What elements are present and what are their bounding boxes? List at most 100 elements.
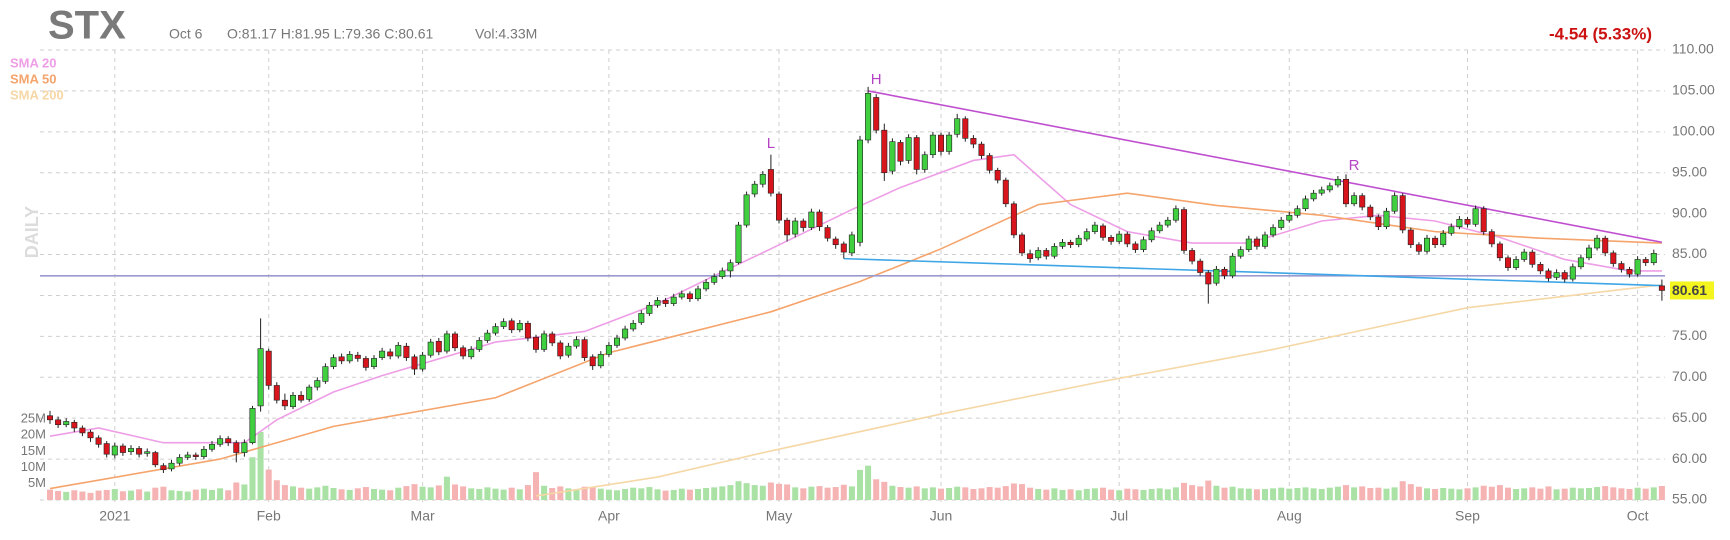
candle-body <box>200 448 207 457</box>
candle-body <box>265 350 272 386</box>
volume-bar <box>427 487 434 500</box>
candle-body <box>1586 247 1593 259</box>
legend-entry: SMA 50 <box>10 71 56 86</box>
volume-bar <box>371 488 377 500</box>
volume-bar <box>1181 482 1187 500</box>
volume-bar <box>776 483 782 500</box>
volume-bar <box>1545 486 1552 500</box>
volume-bar <box>1059 489 1066 500</box>
candle-body <box>289 394 296 408</box>
volume-bar <box>1399 481 1406 500</box>
volume-bar <box>1010 483 1017 500</box>
candle-body <box>217 438 224 445</box>
candle-body <box>962 118 969 139</box>
candle-body <box>1513 259 1520 268</box>
volume-bar <box>1172 487 1179 500</box>
volume-bar <box>1521 488 1528 500</box>
candle-body <box>840 243 847 253</box>
y-tick-label: 75.00 <box>1672 327 1707 343</box>
volume-bar <box>695 488 701 500</box>
volume-bar <box>1569 487 1576 500</box>
candle-body <box>233 442 240 453</box>
candle-body <box>1432 237 1439 246</box>
candle-body <box>954 118 961 135</box>
volume-bar <box>209 489 215 500</box>
candle-body <box>281 399 288 407</box>
candle-body <box>362 358 369 368</box>
candle-body <box>549 333 556 344</box>
volume-bar <box>1075 490 1082 500</box>
volume-bar <box>452 484 458 500</box>
candle-body <box>1634 259 1641 275</box>
volume-bar <box>848 486 855 500</box>
volume-bar <box>516 489 523 500</box>
candle-body <box>921 154 928 170</box>
candle-body <box>119 445 126 453</box>
candle-body <box>330 357 337 367</box>
volume-bar <box>533 472 539 500</box>
candle-body <box>1278 219 1285 228</box>
volume-bar <box>1488 486 1495 500</box>
volume-bar <box>913 486 920 500</box>
candle-body <box>532 336 539 350</box>
candle-body <box>686 293 693 300</box>
y-tick-label: 55.00 <box>1672 491 1707 507</box>
candle-body <box>541 333 548 350</box>
volume-bar <box>346 489 353 500</box>
candle-body <box>1100 225 1107 238</box>
candle-body <box>848 234 855 254</box>
volume-bar <box>225 490 232 500</box>
volume-bar <box>379 489 386 500</box>
candle-body <box>1440 232 1447 246</box>
candle-body <box>128 448 135 453</box>
volume-bar <box>144 491 151 500</box>
volume-bar <box>1302 487 1309 500</box>
volume-bar <box>614 490 620 500</box>
volume-bar <box>460 486 467 500</box>
volume-bar <box>338 489 345 500</box>
candles <box>46 86 1665 473</box>
x-tick-label: 2021 <box>99 508 130 524</box>
volume-bar <box>192 489 199 500</box>
volume-bar <box>881 481 888 500</box>
volume-bar <box>1561 488 1568 500</box>
candle-body <box>1505 257 1512 268</box>
change: -4.54 (5.33%) <box>1549 24 1652 43</box>
candle-body <box>719 270 726 277</box>
volume-bar <box>573 489 580 500</box>
volume-bar <box>978 488 985 500</box>
candle-body <box>1310 192 1317 200</box>
volume-bar <box>281 485 288 500</box>
sma-line <box>535 284 1662 497</box>
volume-bar <box>152 487 159 500</box>
legend-entry: SMA 200 <box>10 87 64 102</box>
volume-bar <box>946 488 953 500</box>
volume-bar <box>1448 488 1455 500</box>
candle-body <box>1407 229 1414 246</box>
volume-bar <box>1577 488 1584 500</box>
candle-body <box>209 444 216 450</box>
volume-bar <box>47 489 53 500</box>
annotation: L <box>767 135 775 152</box>
candle-body <box>492 326 499 334</box>
volume-bar <box>1019 484 1025 500</box>
volume-bar <box>1343 485 1349 500</box>
volume-bar <box>95 490 102 500</box>
volume-bar <box>184 491 191 500</box>
y-tick-label: 110.00 <box>1672 41 1714 57</box>
volume-bar <box>711 487 718 500</box>
candle-body <box>1561 272 1568 280</box>
candle-body <box>1229 255 1236 277</box>
candle-body <box>314 380 321 388</box>
candle-body <box>824 227 831 239</box>
volume-bar <box>678 488 685 500</box>
candle-body <box>476 340 483 350</box>
candle-body <box>1318 189 1325 194</box>
volume-bar <box>1480 485 1487 500</box>
volume-bar <box>703 488 710 500</box>
volume-bar <box>1383 488 1390 500</box>
candle-body <box>1375 216 1382 228</box>
volume-bar <box>605 489 612 500</box>
